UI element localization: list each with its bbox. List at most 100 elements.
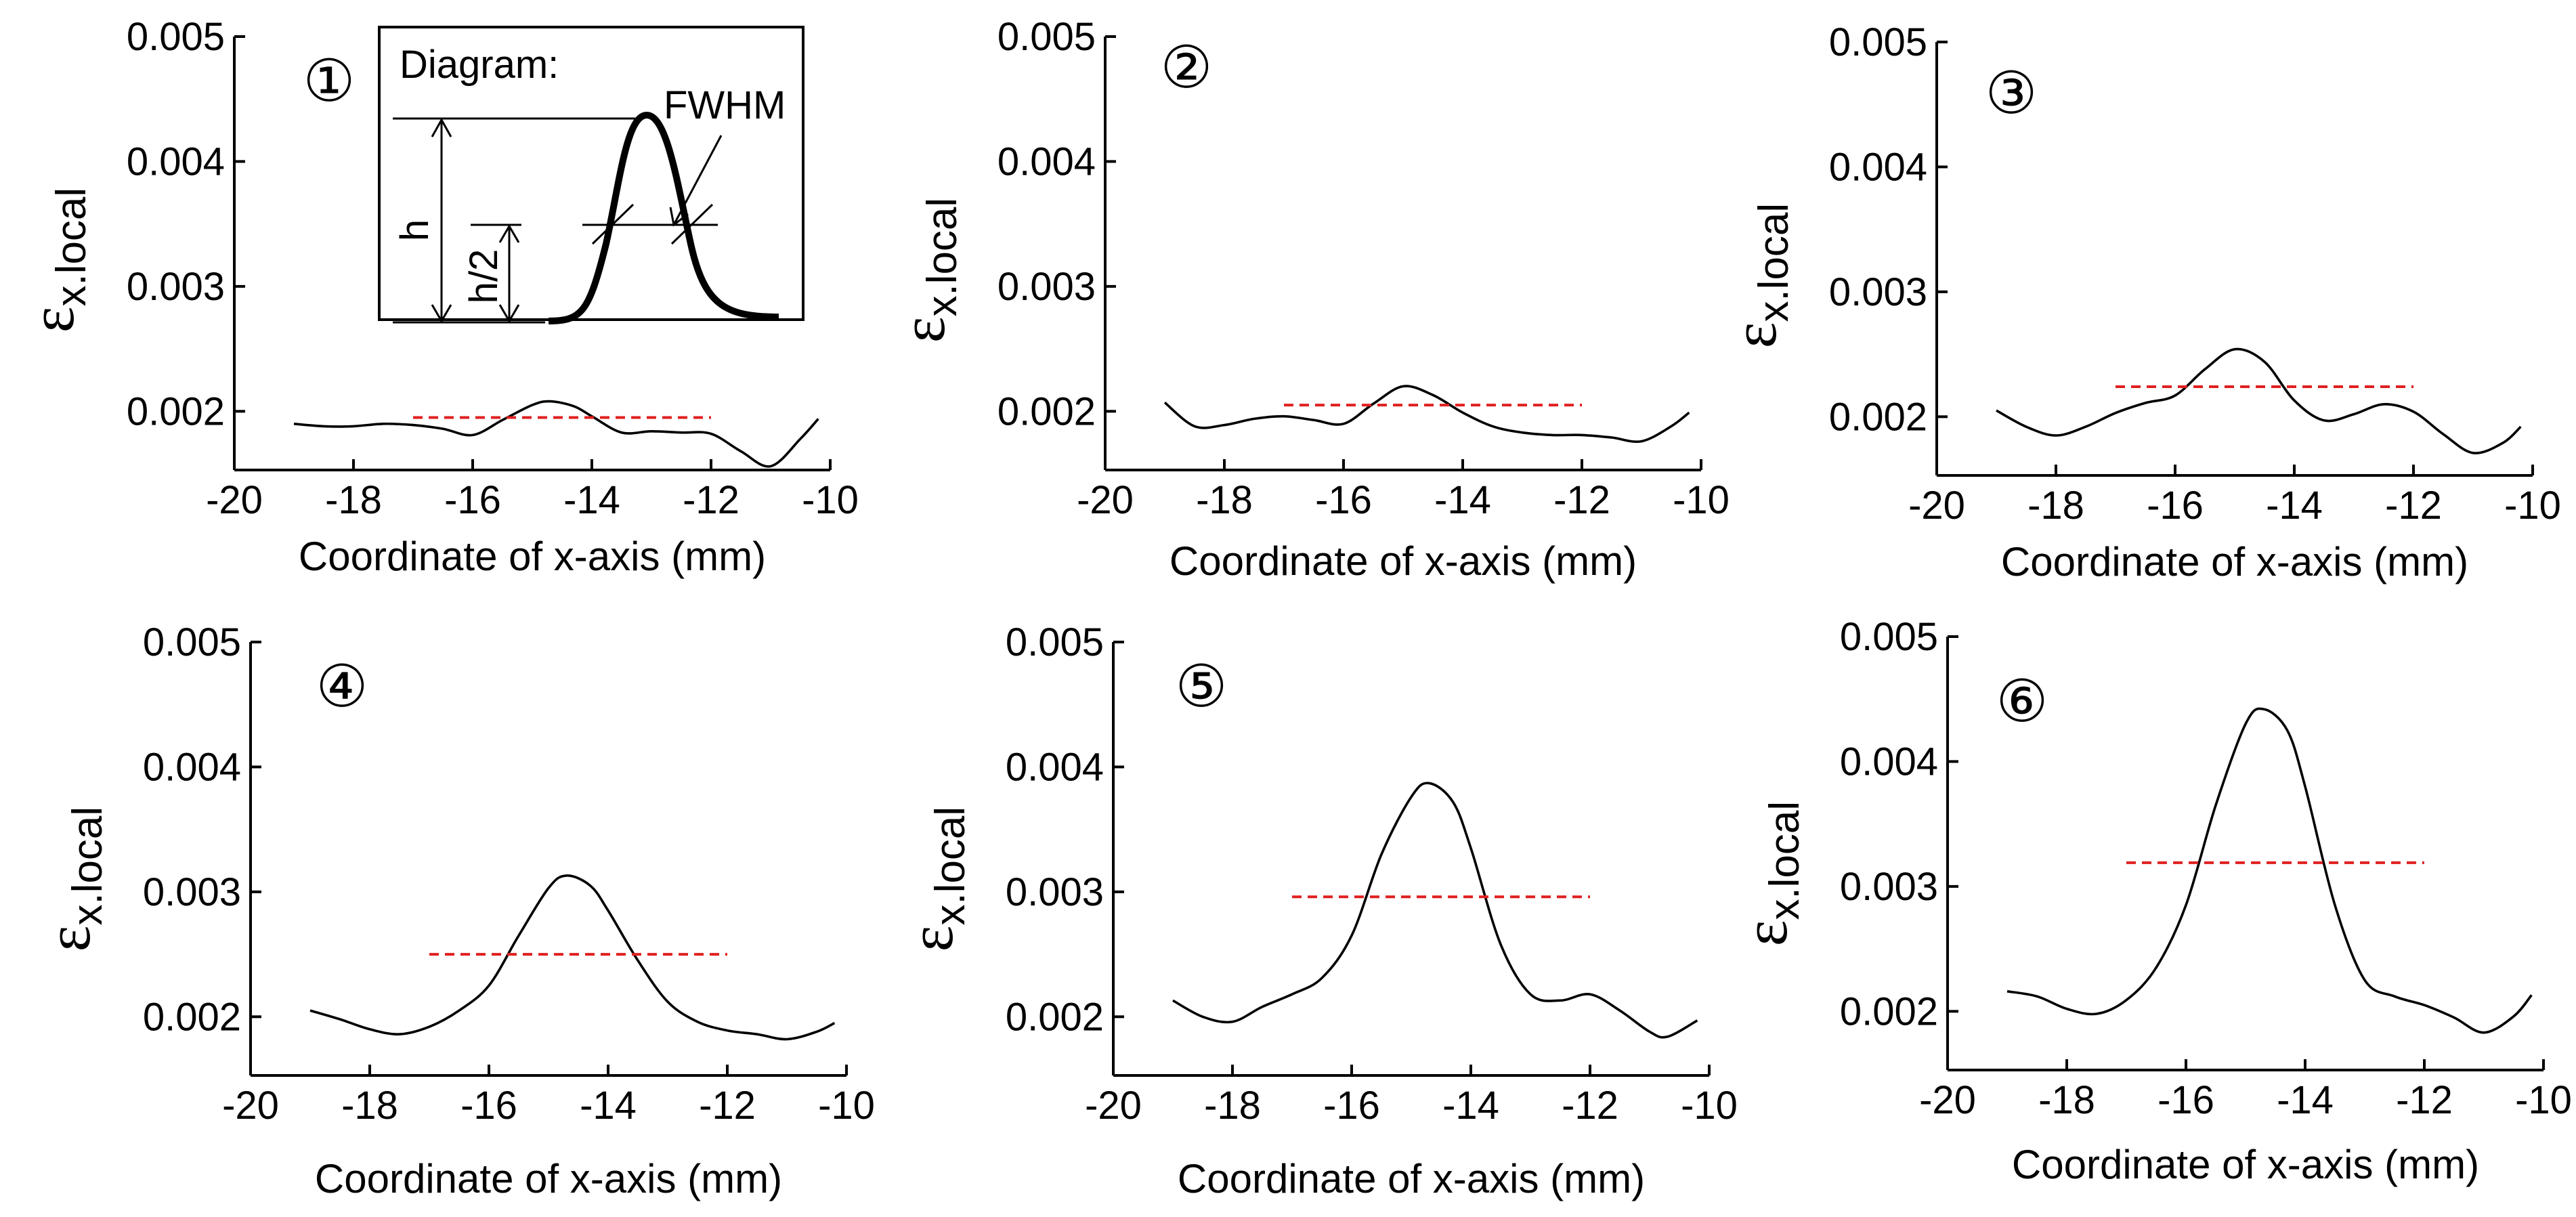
x-tick-label: -16: [444, 478, 501, 522]
y-axis: 0.002 0.003 0.004 0.005: [1006, 620, 1124, 1075]
panel-label: ③: [1985, 61, 2037, 126]
inset-fwhm-pointer-head: [669, 207, 689, 227]
y-axis-label-subscript: x.local: [927, 807, 974, 926]
y-tick-label: 0.003: [997, 265, 1096, 309]
y-tick-label: 0.005: [997, 15, 1096, 59]
x-tick-label: -20: [1919, 1078, 1976, 1122]
inset-peak-curve: [548, 111, 779, 324]
svg-text:εx.local: εx.local: [897, 807, 974, 952]
y-axis-label-subscript: x.local: [919, 198, 966, 317]
x-tick-label: -10: [1673, 478, 1730, 522]
y-axis-label: εx.local: [1720, 203, 1797, 348]
x-tick-label: -20: [1077, 478, 1134, 522]
panel-label: ⑥: [1996, 669, 2048, 734]
x-axis-label: Coordinate of x-axis (mm): [1178, 1156, 1645, 1201]
y-tick-label: 0.003: [1840, 865, 1938, 909]
plot-area: [1996, 347, 2522, 454]
y-axis-label-symbol: ε: [18, 307, 87, 333]
x-tick-label: -14: [1434, 478, 1491, 522]
strain-curve: [1163, 385, 1690, 443]
y-axis-label-symbol: ε: [34, 926, 103, 952]
y-axis-label-subscript: x.local: [1761, 801, 1808, 920]
y-tick-label: 0.002: [127, 389, 225, 433]
x-tick-label: -16: [460, 1084, 517, 1128]
x-tick-label: -16: [1323, 1084, 1380, 1128]
y-tick-label: 0.004: [1829, 145, 1927, 189]
x-axis-label: Coordinate of x-axis (mm): [2001, 539, 2468, 584]
x-tick-label: -10: [1681, 1084, 1738, 1128]
panel-label: ①: [303, 49, 355, 114]
svg-text:εx.local: εx.local: [888, 198, 966, 343]
inset-fwhm-tick-left: [591, 203, 635, 245]
x-tick-label: -18: [341, 1084, 398, 1128]
y-axis-label-symbol: ε: [897, 926, 966, 952]
inset-h-arrowheads: [431, 117, 452, 323]
y-tick-label: 0.005: [1829, 20, 1927, 64]
x-tick-label: -12: [1562, 1084, 1618, 1128]
plot-area: [2006, 707, 2533, 1034]
y-axis: 0.002 0.003 0.004 0.005: [127, 15, 245, 470]
plot-area: [309, 874, 836, 1041]
svg-text:εx.local: εx.local: [34, 807, 111, 952]
y-tick-label: 0.005: [143, 620, 241, 664]
svg-text:εx.local: εx.local: [1731, 801, 1808, 946]
svg-text:εx.local: εx.local: [18, 188, 95, 333]
y-axis-label: εx.local: [34, 807, 111, 952]
y-axis-label: εx.local: [18, 188, 95, 333]
x-axis: -20 -18 -16 -14 -12 -10: [222, 1065, 875, 1128]
x-tick-label: -18: [2027, 484, 2084, 528]
x-tick-label: -18: [1196, 478, 1253, 522]
y-axis-label-symbol: ε: [888, 317, 958, 343]
inset-diagram: Diagram: FWHM h h/2: [378, 26, 804, 324]
x-tick-label: -20: [1085, 1084, 1142, 1128]
x-tick-label: -16: [2147, 484, 2204, 528]
x-tick-label: -12: [699, 1084, 756, 1128]
y-axis-label: εx.local: [897, 807, 974, 952]
x-axis: -20 -18 -16 -14 -12 -10: [206, 459, 859, 522]
x-tick-label: -16: [1315, 478, 1372, 522]
y-tick-label: 0.003: [1006, 870, 1104, 914]
y-axis-label: εx.local: [1731, 801, 1808, 946]
x-tick-label: -10: [802, 478, 859, 522]
inset-fwhm-tick-right: [670, 203, 714, 245]
y-axis-label-subscript: x.local: [1751, 203, 1797, 322]
panel-label: ⑤: [1175, 654, 1227, 719]
x-tick-label: -18: [1204, 1084, 1261, 1128]
inset-h2-arrowheads: [498, 224, 520, 323]
x-tick-label: -12: [2385, 484, 2442, 528]
x-axis: -20 -18 -16 -14 -12 -10: [1077, 459, 1730, 522]
x-tick-label: -20: [222, 1084, 279, 1128]
x-tick-label: -10: [2504, 484, 2561, 528]
inset-frame: [378, 26, 804, 321]
strain-curve: [1172, 782, 1698, 1039]
panel-label: ④: [316, 654, 368, 719]
inset-h-label: h: [393, 219, 437, 241]
x-tick-label: -14: [563, 478, 620, 522]
x-axis: -20 -18 -16 -14 -12 -10: [1919, 1059, 2572, 1122]
y-tick-label: 0.004: [127, 140, 225, 184]
y-tick-label: 0.004: [143, 745, 241, 789]
y-tick-label: 0.002: [1006, 995, 1104, 1039]
inset-h2-label: h/2: [462, 249, 506, 304]
strain-curve: [293, 400, 819, 468]
strain-curve: [309, 874, 836, 1041]
x-tick-label: -12: [683, 478, 739, 522]
y-axis-label: εx.local: [888, 198, 966, 343]
inset-title: Diagram:: [400, 43, 559, 87]
y-tick-label: 0.005: [1006, 620, 1104, 664]
y-tick-label: 0.002: [1829, 395, 1927, 439]
y-axis: 0.002 0.003 0.004 0.005: [143, 620, 261, 1075]
y-axis-label-symbol: ε: [1731, 920, 1800, 947]
y-tick-label: 0.002: [143, 995, 241, 1039]
x-axis-label: Coordinate of x-axis (mm): [1169, 538, 1637, 584]
x-tick-label: -10: [2515, 1078, 2572, 1122]
x-tick-label: -14: [580, 1084, 637, 1128]
x-tick-label: -20: [206, 478, 263, 522]
y-tick-label: 0.002: [997, 389, 1096, 433]
